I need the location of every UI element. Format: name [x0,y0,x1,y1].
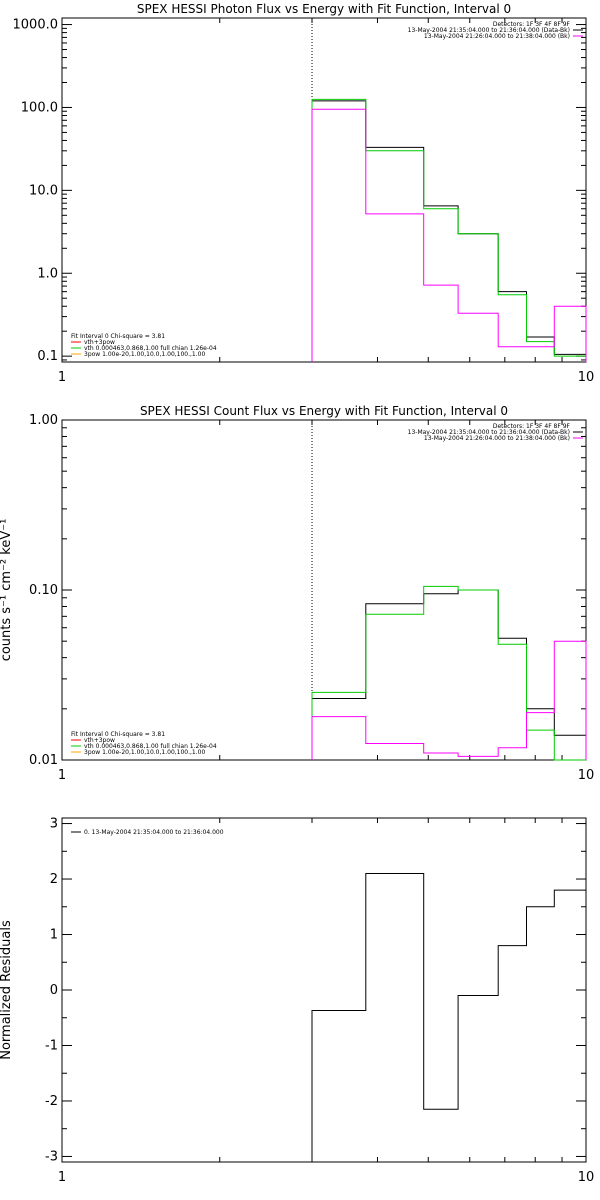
y-tick-label: 100.0 [21,100,58,115]
legend-right-entry: 13-May-2004 21:35:04.000 to 21:36:04.000… [408,27,570,34]
series-fit-histogram [311,98,587,362]
chart-title: SPEX HESSI Photon Flux vs Energy with Fi… [137,2,511,16]
count-flux-panel: SPEX HESSI Count Flux vs Energy with Fit… [0,404,594,783]
plot-frame [61,817,587,1163]
plot-frame [61,17,587,363]
x-tick-label: 10 [578,370,595,385]
y-tick-label: 1.00 [29,413,58,428]
series-data-histogram [311,589,587,760]
legend-right-entry: 13-May-2004 21:26:04.000 to 21:38:04.000… [424,435,570,442]
legend-left-entry: vth 0.000463,0.868,1.00 full chian 1.26e… [84,345,217,352]
legend-left-entry: 3pow 1.00e-20,1.00,10.0,1.00,100.,1.00 [84,351,205,358]
y-tick-label: -3 [45,1149,58,1164]
y-tick-label: 0.01 [29,753,58,768]
photon-flux-panel: SPEX HESSI Photon Flux vs Energy with Fi… [13,2,595,385]
series-residuals-histogram [311,873,586,1162]
residuals-panel: Normalized Residuals 1 10 -3 -2 -1 0 1 2 3 0. 13-M… [0,817,594,1185]
y-tick-label: -2 [45,1094,58,1109]
legend-right-entry: 13-May-2004 21:26:04.000 to 21:38:04.000… [424,33,570,40]
x-tick-label: 10 [578,768,595,783]
y-tick-label: 1.0 [37,266,58,281]
legend-left-entry: vth+3pow [84,339,115,346]
series-data-histogram [311,100,587,362]
plot-frame [61,419,587,761]
y-tick-label: 0.1 [37,349,58,364]
y-tick-label: 0.10 [29,583,58,598]
y-axis-label: counts s⁻¹ cm⁻² keV⁻¹ [0,519,14,662]
series-bk-histogram [311,108,587,362]
y-tick-label: 3 [50,817,58,832]
legend-left-entry: vth 0.000463,0.868,1.00 full chian 1.26e… [84,743,217,750]
y-tick-label: 10.0 [29,183,58,198]
legend-left-entry: 0. 13-May-2004 21:35:04.000 to 21:36:04.… [84,829,224,836]
legend-left-entry: vth+3pow [84,737,115,744]
y-tick-label: -1 [45,1038,58,1053]
legend-right-entry: 13-May-2004 21:35:04.000 to 21:36:04.000… [408,429,570,436]
legend-right-entry: Detectors: 1F 3F 4F 8F 9F [493,423,571,430]
y-axis-label: Normalized Residuals [0,920,14,1060]
y-tick-label: 2 [50,872,58,887]
x-tick-label: 1 [58,370,66,385]
legend-right-entry: Detectors: 1F 3F 4F 8F 9F [493,21,571,28]
x-tick-label: 1 [58,1170,66,1185]
series-bk-histogram [311,640,587,760]
legend-left-entry: Fit Interval 0 Chi-square = 3.81 [71,731,165,738]
x-tick-label: 10 [578,1170,595,1185]
y-tick-label: 0 [50,983,58,998]
series-fit-histogram [311,585,586,761]
y-tick-label: 1 [50,928,58,943]
legend-left-entry: 3pow 1.00e-20,1.00,10.0,1.00,100.,1.00 [84,749,205,756]
legend-left-entry: Fit Interval 0 Chi-square = 3.81 [71,333,165,340]
chart-title: SPEX HESSI Count Flux vs Energy with Fit… [140,404,508,418]
x-tick-label: 1 [58,768,66,783]
y-tick-label: 1000.0 [13,18,59,33]
